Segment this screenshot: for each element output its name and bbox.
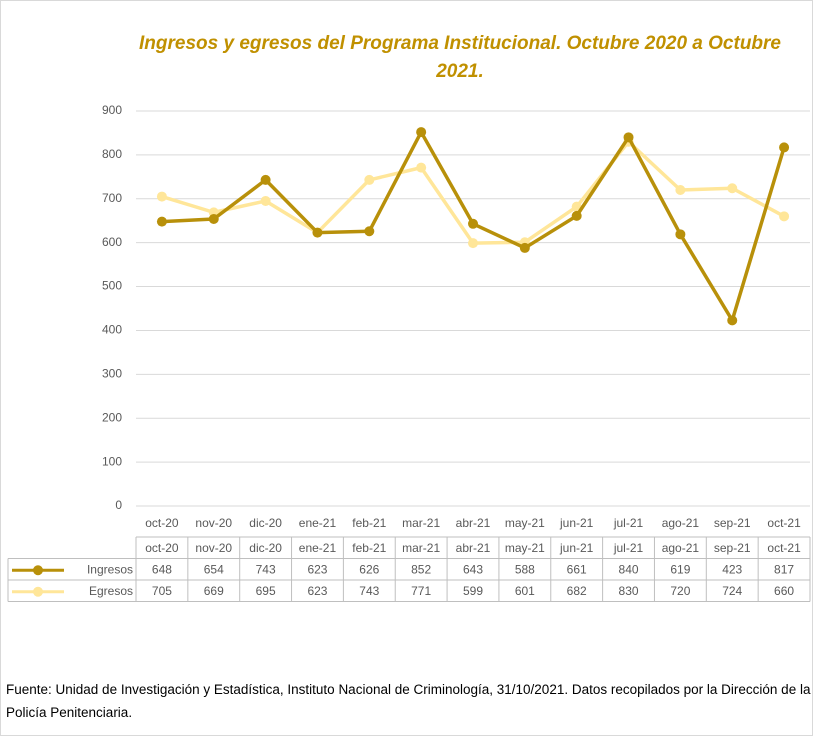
data-point	[156, 216, 167, 227]
data-point	[260, 174, 271, 185]
table-value: 840	[619, 562, 639, 576]
y-tick-label: 300	[102, 367, 122, 381]
table-value: 695	[256, 584, 276, 598]
table-value: 654	[204, 562, 224, 576]
table-header: abr-21	[456, 541, 491, 555]
table-value: 771	[411, 584, 431, 598]
data-point	[364, 174, 375, 185]
y-tick-label: 400	[102, 323, 122, 337]
data-point	[519, 242, 530, 253]
data-point	[416, 162, 427, 173]
legend-label: Egresos	[89, 584, 133, 598]
x-tick-label: oct-20	[145, 516, 179, 530]
table-value: 743	[359, 584, 379, 598]
table-value: 720	[670, 584, 690, 598]
data-point	[468, 238, 478, 249]
source-note: Fuente: Unidad de Investigación y Estadí…	[6, 682, 811, 720]
data-point	[675, 185, 686, 195]
table-value: 643	[463, 562, 483, 576]
table-value: 661	[567, 562, 587, 576]
data-point	[727, 183, 738, 194]
y-tick-label: 900	[102, 103, 122, 117]
x-tick-label: abr-21	[456, 516, 491, 530]
table-value: 852	[411, 562, 431, 576]
y-tick-label: 600	[102, 235, 122, 249]
table-value: 660	[774, 584, 794, 598]
data-point	[312, 227, 323, 238]
chart-title: Ingresos y egresos del Programa Instituc…	[139, 33, 781, 82]
table-header: nov-20	[195, 541, 232, 555]
x-tick-label: sep-21	[714, 516, 751, 530]
x-tick-label: jul-21	[613, 516, 644, 530]
data-point	[468, 218, 478, 229]
table-value: 619	[670, 562, 690, 576]
x-tick-label: ago-21	[662, 516, 700, 530]
legend-label: Ingresos	[87, 562, 133, 576]
table-value: 626	[359, 562, 379, 576]
legend-marker	[33, 586, 43, 597]
table-header: sep-21	[714, 541, 751, 555]
table-header: dic-20	[249, 541, 282, 555]
y-tick-label: 500	[102, 279, 122, 293]
x-tick-label: mar-21	[402, 516, 440, 530]
table-value: 830	[619, 584, 639, 598]
table-value: 423	[722, 562, 742, 576]
data-point	[779, 142, 790, 153]
table-value: 705	[152, 584, 172, 598]
table-header: oct-20	[145, 541, 179, 555]
table-value: 743	[256, 562, 276, 576]
table-value: 599	[463, 584, 483, 598]
table-value: 724	[722, 584, 742, 598]
data-point	[208, 213, 219, 224]
y-tick-label: 100	[102, 454, 122, 468]
y-tick-label: 200	[102, 410, 122, 424]
x-tick-label: nov-20	[195, 516, 232, 530]
table-value: 669	[204, 584, 224, 598]
table-value: 623	[307, 584, 327, 598]
table-header: ene-21	[299, 541, 337, 555]
data-point	[727, 315, 738, 326]
data-point	[416, 127, 427, 138]
x-tick-label: feb-21	[352, 516, 386, 530]
y-tick-label: 700	[102, 191, 122, 205]
table-header: jul-21	[613, 541, 644, 555]
table-header: ago-21	[662, 541, 700, 555]
table-value: 817	[774, 562, 794, 576]
table-header: feb-21	[352, 541, 386, 555]
x-tick-label: oct-21	[767, 516, 801, 530]
x-tick-label: dic-20	[249, 516, 282, 530]
y-tick-label: 0	[115, 498, 122, 512]
data-point	[364, 226, 375, 237]
table-value: 682	[567, 584, 587, 598]
table-header: oct-21	[767, 541, 801, 555]
x-tick-label: may-21	[505, 516, 545, 530]
table-value: 601	[515, 584, 535, 598]
data-point	[623, 132, 634, 143]
data-point	[571, 210, 582, 221]
table-value: 648	[152, 562, 172, 576]
x-tick-label: ene-21	[299, 516, 337, 530]
table-header: may-21	[505, 541, 545, 555]
data-point	[779, 211, 790, 222]
data-point	[675, 229, 686, 240]
y-tick-label: 800	[102, 147, 122, 161]
table-value: 623	[307, 562, 327, 576]
table-header: jun-21	[559, 541, 594, 555]
x-tick-label: jun-21	[559, 516, 594, 530]
data-point	[260, 195, 271, 206]
data-point	[156, 191, 167, 202]
table-value: 588	[515, 562, 535, 576]
legend-marker	[33, 565, 43, 576]
table-header: mar-21	[402, 541, 440, 555]
